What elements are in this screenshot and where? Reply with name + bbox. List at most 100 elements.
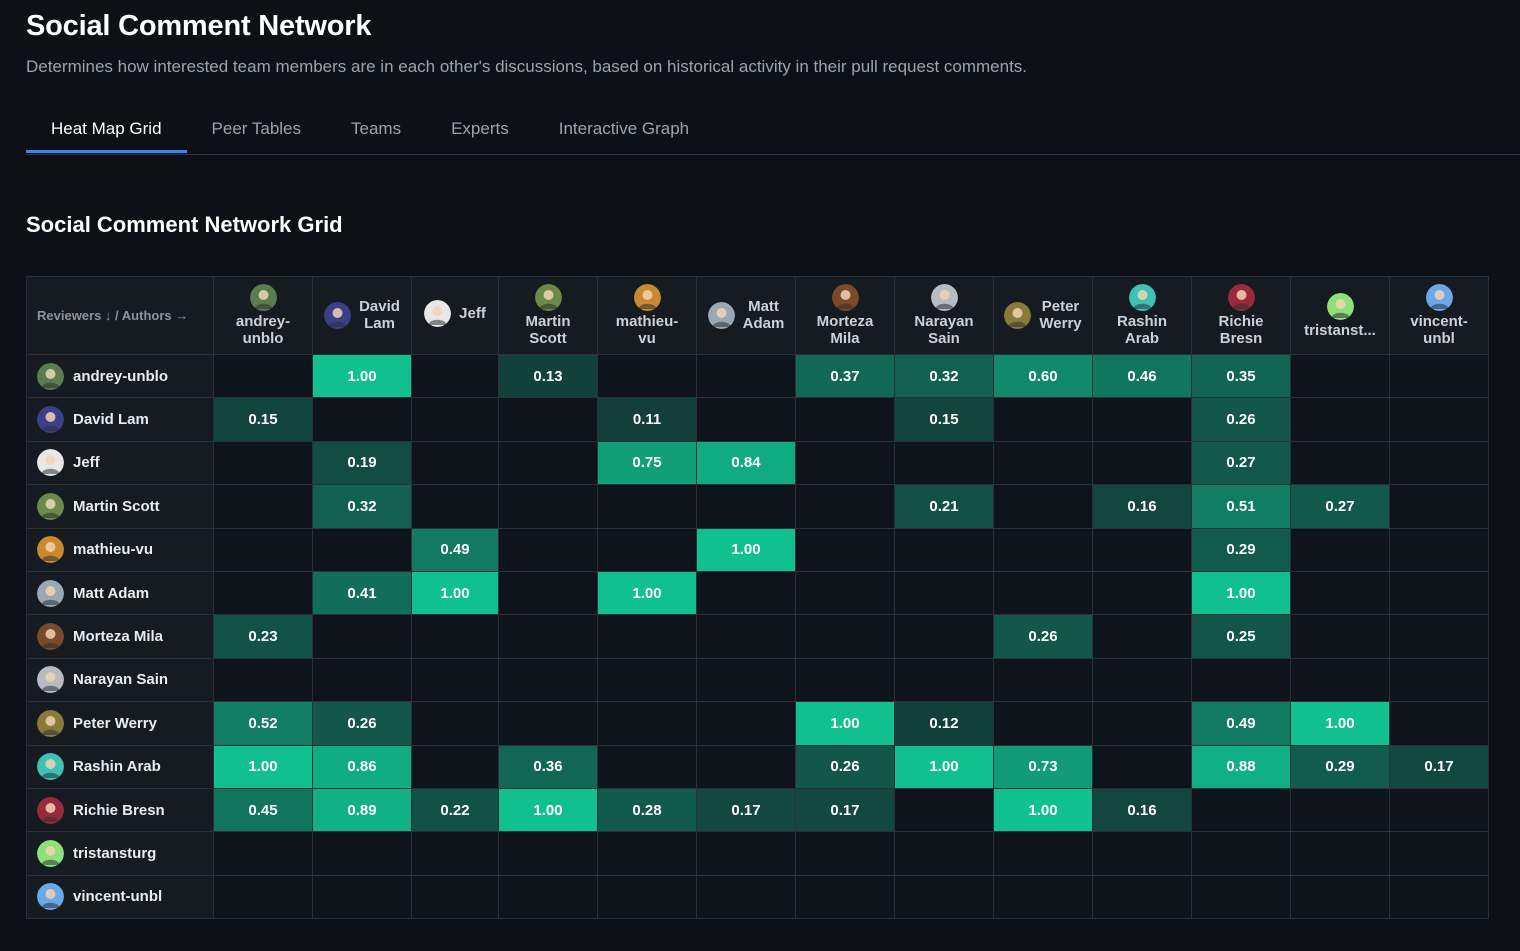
heat-cell[interactable]: 0.26: [1191, 397, 1291, 442]
heat-cell[interactable]: [213, 831, 313, 876]
tab-interactive-graph[interactable]: Interactive Graph: [558, 119, 690, 138]
heat-cell[interactable]: [312, 831, 412, 876]
heat-cell[interactable]: [411, 484, 499, 529]
row-header[interactable]: Matt Adam: [26, 570, 214, 616]
heat-cell[interactable]: 0.21: [894, 484, 994, 529]
heat-cell[interactable]: [696, 397, 796, 442]
row-header[interactable]: vincent-unbl: [26, 874, 214, 920]
row-header[interactable]: tristansturg: [26, 831, 214, 876]
heat-cell[interactable]: 0.15: [213, 397, 313, 442]
heat-cell[interactable]: 1.00: [696, 527, 796, 572]
heat-cell[interactable]: 0.26: [795, 744, 895, 789]
heat-cell[interactable]: [894, 440, 994, 486]
heat-cell[interactable]: [894, 874, 994, 920]
row-header[interactable]: Rashin Arab: [26, 744, 214, 789]
heat-cell[interactable]: [213, 570, 313, 616]
heat-cell[interactable]: 0.32: [894, 353, 994, 399]
heat-cell[interactable]: [1389, 831, 1489, 876]
row-header[interactable]: David Lam: [26, 397, 214, 442]
heat-cell[interactable]: [795, 527, 895, 572]
heat-cell[interactable]: [795, 831, 895, 876]
heat-cell[interactable]: [696, 570, 796, 616]
heat-cell[interactable]: [1191, 831, 1291, 876]
heat-cell[interactable]: [1092, 570, 1192, 616]
heat-cell[interactable]: [1290, 397, 1390, 442]
heat-cell[interactable]: 0.16: [1092, 484, 1192, 529]
heat-cell[interactable]: 0.27: [1290, 484, 1390, 529]
heat-cell[interactable]: [1389, 657, 1489, 703]
row-header[interactable]: Richie Bresn: [26, 787, 214, 833]
heat-cell[interactable]: [1290, 353, 1390, 399]
heat-cell[interactable]: [312, 397, 412, 442]
heat-cell[interactable]: 0.86: [312, 744, 412, 789]
row-header[interactable]: Martin Scott: [26, 484, 214, 529]
heat-cell[interactable]: 0.51: [1191, 484, 1291, 529]
row-header[interactable]: Peter Werry: [26, 701, 214, 746]
heat-cell[interactable]: 0.12: [894, 701, 994, 746]
column-header[interactable]: vincent-unbl: [1389, 276, 1489, 355]
heat-cell[interactable]: [1389, 570, 1489, 616]
heat-cell[interactable]: [1290, 874, 1390, 920]
heat-cell[interactable]: 0.16: [1092, 787, 1192, 833]
heat-cell[interactable]: [1191, 874, 1291, 920]
heat-cell[interactable]: 0.84: [696, 440, 796, 486]
heat-cell[interactable]: 0.29: [1290, 744, 1390, 789]
heat-cell[interactable]: 0.75: [597, 440, 697, 486]
heat-cell[interactable]: 0.13: [498, 353, 598, 399]
heat-cell[interactable]: [894, 831, 994, 876]
heat-cell[interactable]: 0.45: [213, 787, 313, 833]
heat-cell[interactable]: [597, 484, 697, 529]
heat-cell[interactable]: [993, 831, 1093, 876]
heat-cell[interactable]: [597, 614, 697, 659]
heat-cell[interactable]: [1092, 614, 1192, 659]
heat-cell[interactable]: [411, 874, 499, 920]
heat-cell[interactable]: 0.36: [498, 744, 598, 789]
heat-cell[interactable]: [498, 874, 598, 920]
heat-cell[interactable]: [411, 657, 499, 703]
heat-cell[interactable]: [993, 440, 1093, 486]
heat-cell[interactable]: [894, 787, 994, 833]
heat-cell[interactable]: [597, 874, 697, 920]
heat-cell[interactable]: [1389, 440, 1489, 486]
heat-cell[interactable]: [597, 657, 697, 703]
heat-cell[interactable]: [696, 831, 796, 876]
column-header[interactable]: Martin Scott: [498, 276, 598, 355]
heat-cell[interactable]: [498, 831, 598, 876]
heat-cell[interactable]: [1290, 831, 1390, 876]
heat-cell[interactable]: [597, 701, 697, 746]
heat-cell[interactable]: [1389, 527, 1489, 572]
heat-cell[interactable]: [1092, 657, 1192, 703]
heat-cell[interactable]: [411, 701, 499, 746]
heat-cell[interactable]: [1290, 527, 1390, 572]
heat-cell[interactable]: [993, 657, 1093, 703]
column-header[interactable]: Peter Werry: [993, 276, 1093, 355]
heat-cell[interactable]: 0.17: [1389, 744, 1489, 789]
heat-cell[interactable]: [696, 874, 796, 920]
heat-cell[interactable]: [1092, 874, 1192, 920]
column-header[interactable]: Narayan Sain: [894, 276, 994, 355]
heat-cell[interactable]: 1.00: [894, 744, 994, 789]
heat-cell[interactable]: [1290, 440, 1390, 486]
row-header[interactable]: Narayan Sain: [26, 657, 214, 703]
heat-cell[interactable]: 0.17: [696, 787, 796, 833]
heat-cell[interactable]: [1290, 614, 1390, 659]
heat-cell[interactable]: 1.00: [1191, 570, 1291, 616]
heat-cell[interactable]: [498, 701, 598, 746]
heat-cell[interactable]: [1290, 657, 1390, 703]
heat-cell[interactable]: [312, 527, 412, 572]
heat-cell[interactable]: [411, 440, 499, 486]
heat-cell[interactable]: [696, 657, 796, 703]
heat-cell[interactable]: [1290, 570, 1390, 616]
column-header[interactable]: Rashin Arab: [1092, 276, 1192, 355]
heat-cell[interactable]: [1092, 397, 1192, 442]
heat-cell[interactable]: [213, 440, 313, 486]
heat-cell[interactable]: 0.88: [1191, 744, 1291, 789]
heat-cell[interactable]: [411, 397, 499, 442]
heat-cell[interactable]: [696, 484, 796, 529]
heat-cell[interactable]: [312, 614, 412, 659]
row-header[interactable]: Morteza Mila: [26, 614, 214, 659]
heat-cell[interactable]: [993, 484, 1093, 529]
heat-cell[interactable]: 0.15: [894, 397, 994, 442]
heat-cell[interactable]: 0.49: [411, 527, 499, 572]
heat-cell[interactable]: [597, 527, 697, 572]
